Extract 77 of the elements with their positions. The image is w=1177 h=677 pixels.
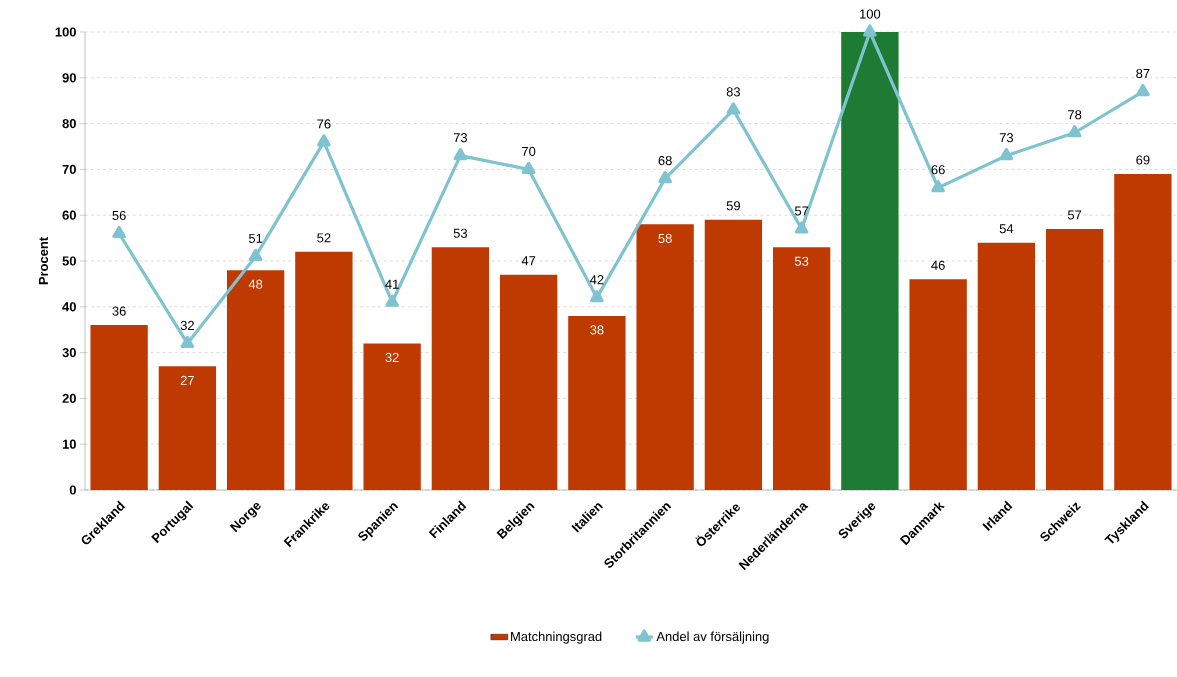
data-label: 51 (248, 233, 263, 243)
data-label: 57 (794, 206, 809, 216)
bar (568, 315, 626, 490)
data-label: 73 (999, 133, 1014, 143)
point (726, 102, 741, 115)
point (658, 170, 672, 184)
data-label: 56 (112, 210, 126, 221)
y-tick-label: 30 (62, 348, 76, 358)
bar (90, 325, 148, 490)
data-label: 100 (860, 9, 881, 19)
data-label: 59 (726, 201, 740, 211)
data-label: 32 (385, 352, 399, 363)
legend-label: Andel av försäljning (656, 631, 769, 644)
point (931, 180, 945, 193)
data-label: 58 (658, 233, 672, 243)
y-tick-label: 90 (62, 73, 76, 83)
data-label: 42 (589, 275, 604, 285)
point (248, 248, 263, 262)
bar (1114, 173, 1172, 490)
y-tick-label: 80 (62, 119, 76, 129)
y-tick-label: 20 (62, 393, 76, 403)
data-label: 83 (726, 87, 741, 97)
data-label: 52 (317, 233, 331, 243)
data-label: 27 (180, 375, 194, 385)
data-label: 78 (1068, 110, 1082, 120)
y-axis-title: Procent (39, 237, 49, 285)
data-label: 69 (1136, 155, 1150, 165)
bar (909, 279, 967, 490)
data-label: 41 (385, 279, 399, 289)
data-label: 32 (180, 320, 194, 331)
y-tick-label: 10 (62, 439, 76, 449)
bar (636, 224, 694, 490)
bar (158, 366, 217, 490)
point (999, 148, 1014, 161)
bar (226, 270, 285, 490)
point (112, 225, 126, 239)
data-label: 54 (999, 224, 1014, 234)
data-label: 66 (931, 165, 945, 175)
y-tick-label: 60 (62, 210, 76, 220)
point (521, 161, 536, 174)
bar (431, 247, 490, 490)
data-label: 48 (248, 279, 263, 289)
point (863, 24, 877, 37)
data-label: 47 (521, 256, 536, 266)
point (385, 294, 399, 307)
data-label: 38 (590, 325, 604, 335)
bar (772, 247, 831, 490)
bar (977, 242, 1036, 490)
point (1067, 125, 1082, 138)
point (1136, 83, 1150, 97)
data-label: 57 (1067, 210, 1082, 220)
point (794, 221, 809, 234)
y-tick-label: 0 (69, 485, 76, 495)
data-label: 68 (658, 155, 672, 166)
bar (363, 343, 421, 490)
bar (704, 219, 763, 490)
point (180, 335, 195, 349)
bar (1045, 228, 1104, 490)
data-label: 53 (453, 228, 468, 238)
data-label: 87 (1136, 68, 1150, 79)
legend-label: Matchningsgrad (511, 631, 602, 644)
y-tick-label: 50 (62, 256, 76, 266)
point (317, 134, 331, 147)
point (590, 290, 604, 303)
bar (499, 274, 558, 490)
y-tick-label: 100 (55, 27, 76, 37)
data-label: 76 (317, 119, 331, 129)
point (453, 148, 468, 161)
data-label: 46 (931, 260, 945, 270)
data-label: 73 (453, 133, 468, 143)
bar (841, 31, 899, 490)
y-tick-label: 70 (62, 164, 76, 174)
data-label: 70 (522, 146, 536, 156)
data-label: 53 (794, 256, 809, 266)
bar (295, 251, 353, 490)
data-label: 36 (112, 306, 126, 316)
y-tick-label: 40 (62, 302, 76, 312)
